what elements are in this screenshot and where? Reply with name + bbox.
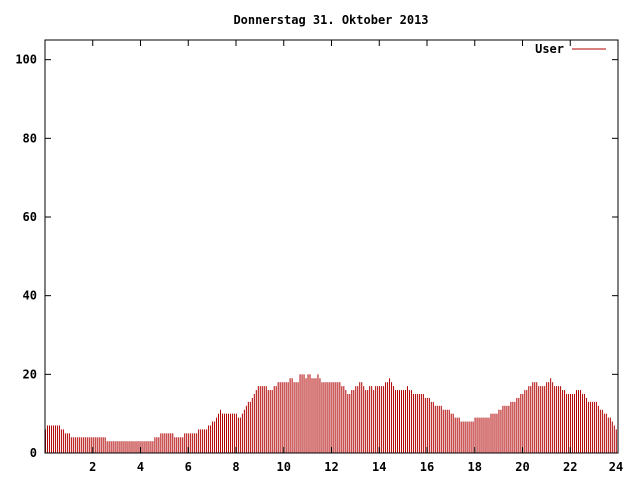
y-tick-label: 60	[23, 210, 37, 224]
y-tick-label: 80	[23, 131, 37, 145]
legend: User	[535, 42, 606, 56]
x-tick-label: 24	[609, 460, 623, 474]
x-tick-label: 12	[324, 460, 338, 474]
x-tick-label: 6	[185, 460, 192, 474]
x-axis: 2 4 6 8 10 12 14 16 18 20 22 24	[89, 40, 623, 474]
x-tick-label: 4	[137, 460, 144, 474]
x-tick-label: 10	[277, 460, 291, 474]
chart-title: Donnerstag 31. Oktober 2013	[233, 13, 428, 27]
legend-label-user: User	[535, 42, 564, 56]
y-tick-label: 20	[23, 367, 37, 381]
x-tick-label: 20	[515, 460, 529, 474]
x-tick-label: 14	[372, 460, 386, 474]
bar-series-user	[45, 374, 617, 453]
x-tick-label: 2	[89, 460, 96, 474]
y-tick-label: 100	[15, 53, 37, 67]
y-tick-label: 40	[23, 289, 37, 303]
x-tick-label: 22	[563, 460, 577, 474]
x-tick-label: 8	[232, 460, 239, 474]
y-axis: 0 20 40 60 80 100	[15, 53, 618, 460]
x-tick-label: 16	[420, 460, 434, 474]
x-tick-label: 18	[468, 460, 482, 474]
y-tick-label: 0	[30, 446, 37, 460]
